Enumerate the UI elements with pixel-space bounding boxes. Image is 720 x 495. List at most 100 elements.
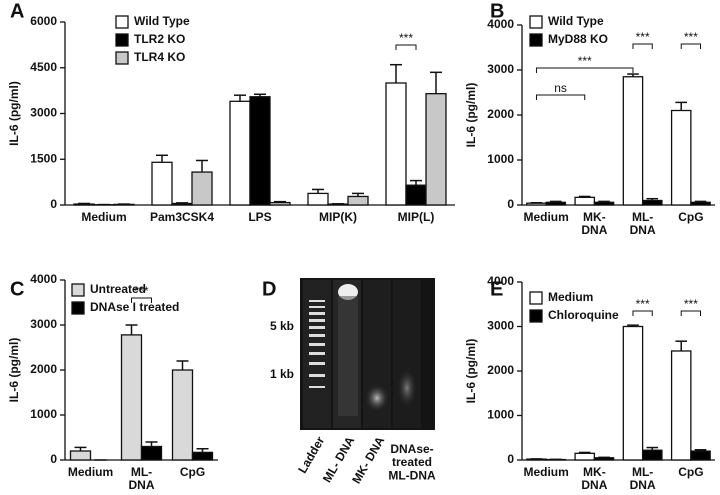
bar — [622, 76, 644, 206]
y-tick-label: 0 — [50, 452, 57, 466]
x-tick-label: Medium — [81, 210, 126, 224]
x-tick-label: Medium — [523, 210, 568, 224]
bar — [574, 196, 596, 206]
bar — [249, 96, 271, 206]
panel-letter: D — [262, 278, 276, 300]
bar — [151, 161, 173, 206]
significance-bracket — [680, 43, 702, 49]
y-tick-label: 2000 — [487, 107, 514, 121]
x-tick-label: CpG — [678, 210, 703, 224]
bar — [307, 192, 329, 206]
legend-swatch — [115, 15, 129, 29]
bar — [670, 109, 692, 206]
significance-bracket — [632, 310, 653, 316]
legend-swatch — [115, 51, 129, 65]
y-tick-label: 0 — [50, 197, 57, 211]
bar — [593, 457, 615, 461]
legend-swatch — [115, 33, 129, 47]
bar — [120, 334, 143, 461]
y-tick-label: 4000 — [30, 272, 57, 286]
bar — [670, 350, 692, 461]
y-tick-label: 1500 — [30, 151, 57, 165]
bar — [269, 201, 291, 206]
legend-label: TLR2 KO — [134, 32, 185, 46]
bar — [73, 203, 95, 206]
x-tick-label: ML-DNA — [630, 210, 656, 237]
legend-swatch — [71, 301, 85, 315]
gel-marker-label: 5 kb — [270, 319, 294, 333]
significance-bracket — [131, 297, 152, 303]
gel-lane-label: DNAse-treated ML-DNA — [388, 442, 436, 482]
significance-label: *** — [636, 30, 650, 44]
panel-letter: B — [490, 0, 504, 22]
bar — [69, 450, 92, 461]
y-tick-label: 3000 — [30, 317, 57, 331]
significance-bracket — [395, 44, 417, 50]
y-tick-label: 3000 — [487, 62, 514, 76]
y-tick-label: 4000 — [487, 274, 514, 288]
y-tick-label: 0 — [507, 197, 514, 211]
legend-label: Untreated — [90, 282, 146, 296]
x-tick-label: LPS — [248, 210, 271, 224]
bar — [385, 82, 407, 206]
y-tick-label: 1000 — [487, 152, 514, 166]
bar — [113, 203, 135, 206]
y-tick-label: 4000 — [487, 17, 514, 31]
legend-label: Wild Type — [134, 14, 190, 28]
bar — [690, 450, 711, 461]
x-tick-label: CpG — [678, 465, 703, 479]
x-tick-label: ML-DNA — [630, 465, 656, 492]
bar — [405, 184, 427, 206]
significance-label: *** — [399, 31, 413, 45]
bar — [526, 202, 547, 206]
bar — [641, 449, 663, 461]
x-tick-label: Pam3CSK4 — [150, 210, 214, 224]
legend-label: DNAse I treated — [90, 300, 179, 314]
significance-bracket — [632, 43, 653, 49]
legend-label: Wild Type — [548, 14, 604, 28]
gel-image — [300, 278, 435, 430]
y-axis-label: IL-6 (pg/ml) — [464, 83, 478, 148]
legend-label: TLR4 KO — [134, 50, 185, 64]
gel-lane-label: Ladder — [295, 434, 327, 476]
bar — [593, 201, 615, 206]
bar — [641, 199, 663, 206]
x-tick-label: MIP(L) — [398, 210, 435, 224]
bar — [229, 100, 251, 206]
bar — [140, 445, 163, 461]
bar — [545, 201, 567, 206]
y-tick-label: 0 — [507, 452, 514, 466]
legend-swatch — [529, 33, 543, 47]
x-tick-label: MIP(K) — [319, 210, 357, 224]
panel-letter: E — [490, 278, 503, 300]
significance-label: *** — [684, 297, 698, 311]
bar — [574, 452, 596, 461]
y-tick-label: 1000 — [30, 407, 57, 421]
y-tick-label: 6000 — [30, 14, 57, 28]
legend-swatch — [71, 283, 85, 297]
legend-label: Chloroquine — [548, 308, 619, 322]
x-tick-label: Medium — [68, 465, 113, 479]
bar — [191, 171, 213, 206]
significance-bracket — [680, 310, 702, 316]
x-tick-label: MK-DNA — [581, 210, 607, 237]
significance-bracket — [535, 67, 634, 73]
bar — [622, 325, 644, 461]
bar — [171, 202, 193, 206]
panel-letter: C — [10, 278, 24, 300]
bar — [171, 369, 194, 461]
significance-label: *** — [578, 54, 592, 68]
bar — [690, 201, 711, 206]
legend-swatch — [529, 291, 543, 305]
bar — [425, 93, 447, 206]
bar — [526, 458, 547, 461]
significance-label: *** — [636, 297, 650, 311]
significance-label: *** — [684, 30, 698, 44]
significance-bracket — [535, 94, 586, 100]
x-tick-label: Medium — [523, 465, 568, 479]
legend-label: MyD88 KO — [548, 32, 608, 46]
y-tick-label: 2000 — [30, 362, 57, 376]
x-tick-label: ML-DNA — [129, 465, 155, 492]
legend-swatch — [529, 309, 543, 323]
